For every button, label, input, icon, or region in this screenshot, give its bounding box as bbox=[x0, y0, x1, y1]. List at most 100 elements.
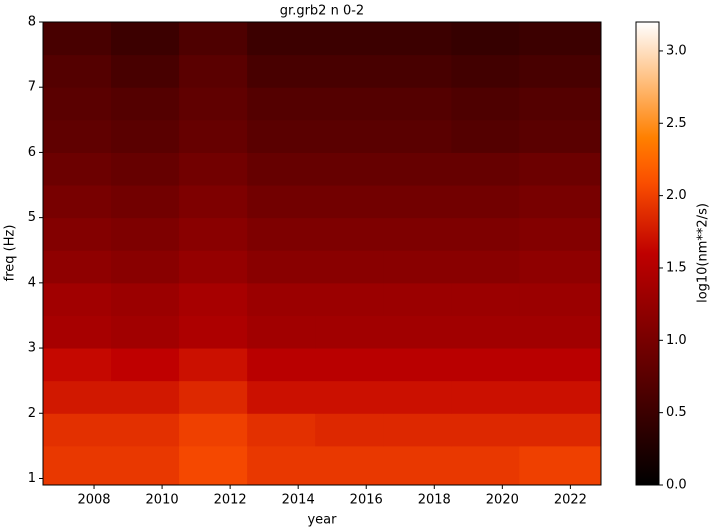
y-tick-label: 4 bbox=[28, 275, 36, 290]
heatmap-cell bbox=[43, 315, 112, 349]
heatmap-cell bbox=[247, 54, 316, 88]
heatmap-cell bbox=[315, 250, 384, 284]
colorbar-tick-label: 2.0 bbox=[666, 188, 687, 203]
heatmap-cell bbox=[383, 217, 452, 251]
heatmap-cell bbox=[315, 315, 384, 349]
heatmap-cell bbox=[43, 54, 112, 88]
heatmap-cell bbox=[111, 87, 180, 121]
heatmap-cell bbox=[247, 282, 316, 316]
heatmap-cell bbox=[383, 380, 452, 414]
x-tick-label: 2010 bbox=[146, 493, 179, 508]
heatmap-cell bbox=[111, 445, 180, 486]
heatmap-cell bbox=[451, 217, 520, 251]
heatmap-cell bbox=[43, 22, 112, 56]
heatmap-cell bbox=[179, 54, 248, 88]
heatmap-cell bbox=[247, 445, 316, 486]
heatmap-cell bbox=[315, 413, 384, 447]
heatmap-cell bbox=[43, 380, 112, 414]
heatmap-cell bbox=[247, 185, 316, 219]
heatmap-cell bbox=[111, 217, 180, 251]
heatmap-cell bbox=[179, 282, 248, 316]
colorbar-tick-label: 2.5 bbox=[666, 116, 687, 131]
colorbar-tick-label: 0.0 bbox=[666, 478, 687, 493]
colorbar-label: log10(nm**2/s) bbox=[696, 203, 711, 303]
heatmap-cell bbox=[111, 413, 180, 447]
heatmap-cell bbox=[451, 380, 520, 414]
heatmap-cell bbox=[315, 217, 384, 251]
heatmap-cell bbox=[519, 119, 602, 153]
heatmap-cell bbox=[179, 445, 248, 486]
heatmap-cell bbox=[451, 119, 520, 153]
heatmap-cell bbox=[315, 87, 384, 121]
heatmap-cell bbox=[43, 152, 112, 186]
heatmap-cell bbox=[111, 380, 180, 414]
heatmap-cell bbox=[247, 380, 316, 414]
y-tick-label: 5 bbox=[28, 210, 36, 225]
heatmap-cell bbox=[451, 413, 520, 447]
heatmap-cell bbox=[315, 445, 384, 486]
heatmap-cell bbox=[315, 152, 384, 186]
heatmap-cell bbox=[111, 250, 180, 284]
heatmap-cell bbox=[179, 413, 248, 447]
heatmap-cell bbox=[179, 348, 248, 382]
chart-title: gr.grb2 n 0-2 bbox=[280, 4, 364, 19]
heatmap-cell bbox=[383, 185, 452, 219]
heatmap-cell bbox=[383, 282, 452, 316]
colorbar-tick-label: 1.0 bbox=[666, 333, 687, 348]
heatmap-cell bbox=[111, 348, 180, 382]
heatmap-cell bbox=[451, 282, 520, 316]
colorbar-tick-label: 0.5 bbox=[666, 405, 687, 420]
colorbar bbox=[635, 21, 660, 486]
heatmap-cell bbox=[43, 282, 112, 316]
x-tick-label: 2008 bbox=[77, 493, 110, 508]
heatmap-cell bbox=[179, 185, 248, 219]
heatmap-cell bbox=[451, 152, 520, 186]
colorbar-tick-label: 1.5 bbox=[666, 260, 687, 275]
heatmap-cell bbox=[111, 185, 180, 219]
colorbar-tick-label: 3.0 bbox=[666, 43, 687, 58]
heatmap-cell bbox=[383, 54, 452, 88]
y-tick-label: 1 bbox=[28, 471, 36, 486]
heatmap-cell bbox=[451, 315, 520, 349]
heatmap-cell bbox=[519, 413, 602, 447]
heatmap-cell bbox=[111, 22, 180, 56]
heatmap-cell bbox=[519, 54, 602, 88]
heatmap-cell bbox=[111, 282, 180, 316]
heatmap-cell bbox=[179, 87, 248, 121]
heatmap-cell bbox=[315, 119, 384, 153]
x-axis-label: year bbox=[307, 513, 337, 528]
heatmap-cell bbox=[315, 22, 384, 56]
heatmap-cell bbox=[383, 315, 452, 349]
y-tick-label: 2 bbox=[28, 406, 36, 421]
heatmap-cell bbox=[315, 185, 384, 219]
heatmap-cell bbox=[519, 445, 602, 486]
heatmap-cell bbox=[451, 54, 520, 88]
x-tick-label: 2018 bbox=[418, 493, 451, 508]
heatmap-cell bbox=[247, 315, 316, 349]
heatmap-cell bbox=[519, 217, 602, 251]
heatmap-cell bbox=[519, 380, 602, 414]
heatmap-cell bbox=[247, 87, 316, 121]
heatmap-cell bbox=[179, 315, 248, 349]
heatmap-cell bbox=[179, 217, 248, 251]
heatmap-cell bbox=[179, 250, 248, 284]
heatmap-cell bbox=[247, 152, 316, 186]
heatmap-cell bbox=[519, 282, 602, 316]
heatmap-cell bbox=[519, 22, 602, 56]
heatmap-cell bbox=[43, 87, 112, 121]
heatmap-cell bbox=[315, 282, 384, 316]
heatmap-cell bbox=[179, 380, 248, 414]
heatmap-cell bbox=[315, 380, 384, 414]
y-tick-label: 6 bbox=[28, 145, 36, 160]
x-tick-label: 2022 bbox=[554, 493, 587, 508]
heatmap-cell bbox=[451, 185, 520, 219]
heatmap-cell bbox=[247, 119, 316, 153]
heatmap-cell bbox=[43, 250, 112, 284]
heatmap-cell bbox=[179, 152, 248, 186]
x-tick-label: 2014 bbox=[282, 493, 315, 508]
y-tick-label: 7 bbox=[28, 80, 36, 95]
heatmap-cell bbox=[315, 54, 384, 88]
y-tick-label: 8 bbox=[28, 15, 36, 30]
heatmap-cell bbox=[43, 217, 112, 251]
